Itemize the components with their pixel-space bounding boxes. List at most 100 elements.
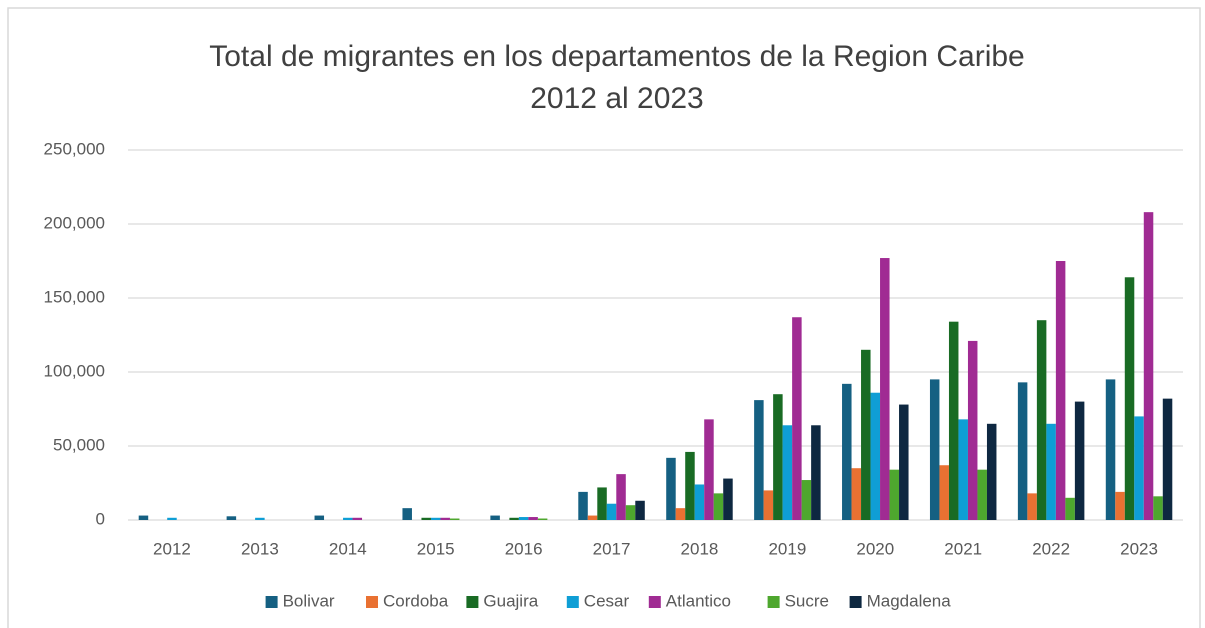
x-tick-label: 2015 <box>417 539 455 558</box>
x-tick-label: 2020 <box>856 539 894 558</box>
bar <box>402 508 412 520</box>
x-tick-label: 2017 <box>593 539 631 558</box>
bar <box>343 517 353 520</box>
bar <box>1065 497 1075 520</box>
bar <box>704 419 714 520</box>
bar <box>421 517 431 520</box>
bar <box>1017 382 1028 520</box>
legend-label: Cesar <box>584 591 630 610</box>
bar <box>578 491 588 520</box>
bar <box>1055 261 1066 520</box>
x-tick-label: 2013 <box>241 539 279 558</box>
bar <box>490 515 500 520</box>
bar <box>1036 320 1047 520</box>
legend-swatch <box>566 596 579 608</box>
bar <box>851 468 862 520</box>
x-tick-label: 2023 <box>1120 539 1158 558</box>
bar <box>948 321 959 520</box>
y-tick-label: 0 <box>96 509 105 528</box>
bar <box>675 508 686 520</box>
bar <box>1115 491 1125 520</box>
bar <box>226 516 237 520</box>
bar <box>773 394 783 520</box>
legend-label: Atlantico <box>666 591 731 610</box>
legend-label: Magdalena <box>867 591 952 610</box>
bar <box>861 349 871 520</box>
bar <box>1105 379 1116 520</box>
bar <box>635 500 645 520</box>
bar <box>528 517 538 520</box>
bar <box>792 317 802 520</box>
bar <box>314 515 325 520</box>
bar <box>1134 416 1144 520</box>
legend-swatch <box>466 596 479 608</box>
bar <box>880 258 890 520</box>
bar <box>518 517 529 520</box>
bar <box>685 451 695 520</box>
bar <box>138 515 149 520</box>
bar <box>1046 423 1056 520</box>
bar <box>430 517 441 520</box>
bar <box>1153 496 1163 520</box>
bar <box>666 457 676 520</box>
x-tick-label: 2016 <box>505 539 543 558</box>
bar <box>694 484 705 520</box>
bar <box>870 392 881 520</box>
bar <box>537 518 548 520</box>
bar <box>606 503 617 520</box>
legend-label: Sucre <box>785 591 829 610</box>
legend-label: Guajira <box>483 591 538 610</box>
bar <box>958 419 968 520</box>
legend-swatch <box>265 596 278 608</box>
bar <box>1162 398 1173 520</box>
bar <box>1143 212 1154 520</box>
bar <box>440 517 450 520</box>
bar <box>1027 493 1037 520</box>
bar <box>449 518 460 520</box>
chart-frame <box>7 7 1201 628</box>
y-tick-label: 200,000 <box>44 213 105 232</box>
bar <box>842 383 852 520</box>
bar <box>713 493 724 520</box>
legend-label: Bolivar <box>283 591 335 610</box>
bar <box>1124 277 1135 520</box>
bar <box>616 474 626 520</box>
x-tick-label: 2021 <box>944 539 982 558</box>
bar <box>352 517 363 520</box>
legend-label: Cordoba <box>383 591 449 610</box>
bar <box>723 478 733 520</box>
bar <box>782 425 793 520</box>
bar <box>255 517 265 520</box>
y-tick-label: 100,000 <box>44 361 105 380</box>
x-tick-label: 2012 <box>153 539 191 558</box>
bar <box>889 469 900 520</box>
bar <box>1074 401 1085 520</box>
bar <box>597 487 607 520</box>
y-tick-label: 250,000 <box>44 139 105 158</box>
bar <box>509 517 519 520</box>
bar <box>587 515 598 520</box>
bar <box>811 425 821 520</box>
bar <box>754 400 764 520</box>
bar <box>939 465 949 520</box>
chart-title: Total de migrantes en los departamentos … <box>209 40 1024 73</box>
bar <box>929 379 940 520</box>
x-tick-label: 2019 <box>768 539 806 558</box>
legend-swatch <box>366 596 378 608</box>
chart-title: 2012 al 2023 <box>530 82 704 115</box>
x-tick-label: 2022 <box>1032 539 1070 558</box>
x-tick-label: 2018 <box>681 539 719 558</box>
legend-swatch <box>849 596 862 608</box>
bar <box>986 423 997 520</box>
bar <box>625 505 636 520</box>
legend-swatch <box>767 596 780 608</box>
y-tick-label: 50,000 <box>53 435 105 454</box>
x-tick-label: 2014 <box>329 539 367 558</box>
bar <box>167 517 177 520</box>
bar <box>801 480 812 520</box>
bar <box>763 490 774 520</box>
legend-swatch <box>648 596 661 608</box>
bar <box>899 404 909 520</box>
